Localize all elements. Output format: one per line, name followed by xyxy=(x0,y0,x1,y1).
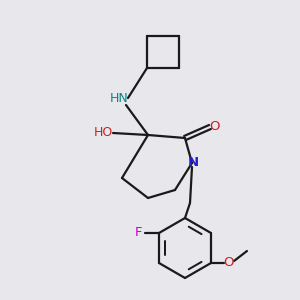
Text: O: O xyxy=(209,119,219,133)
Text: N: N xyxy=(188,157,199,169)
Text: HN: HN xyxy=(110,92,128,104)
Text: F: F xyxy=(134,226,142,239)
Text: O: O xyxy=(224,256,234,269)
Text: HO: HO xyxy=(93,127,112,140)
